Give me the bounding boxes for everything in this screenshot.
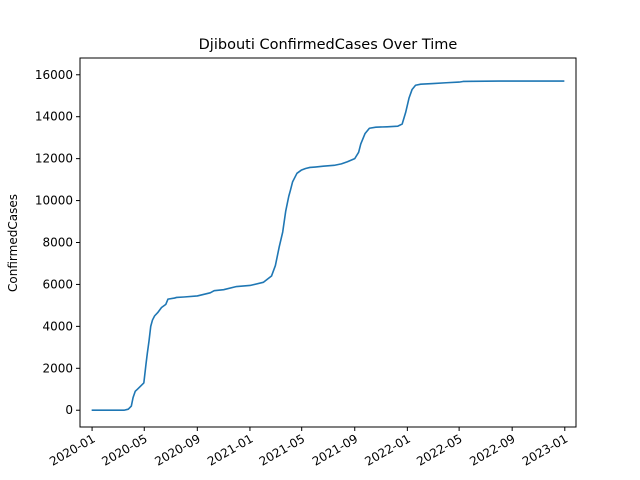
y-tick-label: 12000 — [35, 152, 73, 166]
series-line — [91, 80, 565, 412]
y-tick-label: 10000 — [35, 194, 73, 208]
y-tick-label: 14000 — [35, 110, 73, 124]
y-tick-label: 0 — [65, 403, 73, 417]
y-tick-label: 4000 — [42, 319, 73, 333]
series-layer — [91, 80, 565, 412]
y-tick-label: 8000 — [42, 236, 73, 250]
y-tick-label: 16000 — [35, 68, 73, 82]
plot-frame — [79, 57, 577, 428]
y-tick-label: 2000 — [42, 361, 73, 375]
y-tick-label: 6000 — [42, 277, 73, 291]
chart-title: Djibouti ConfirmedCases Over Time — [199, 37, 458, 53]
y-axis-label: ConfirmedCases — [6, 194, 20, 292]
